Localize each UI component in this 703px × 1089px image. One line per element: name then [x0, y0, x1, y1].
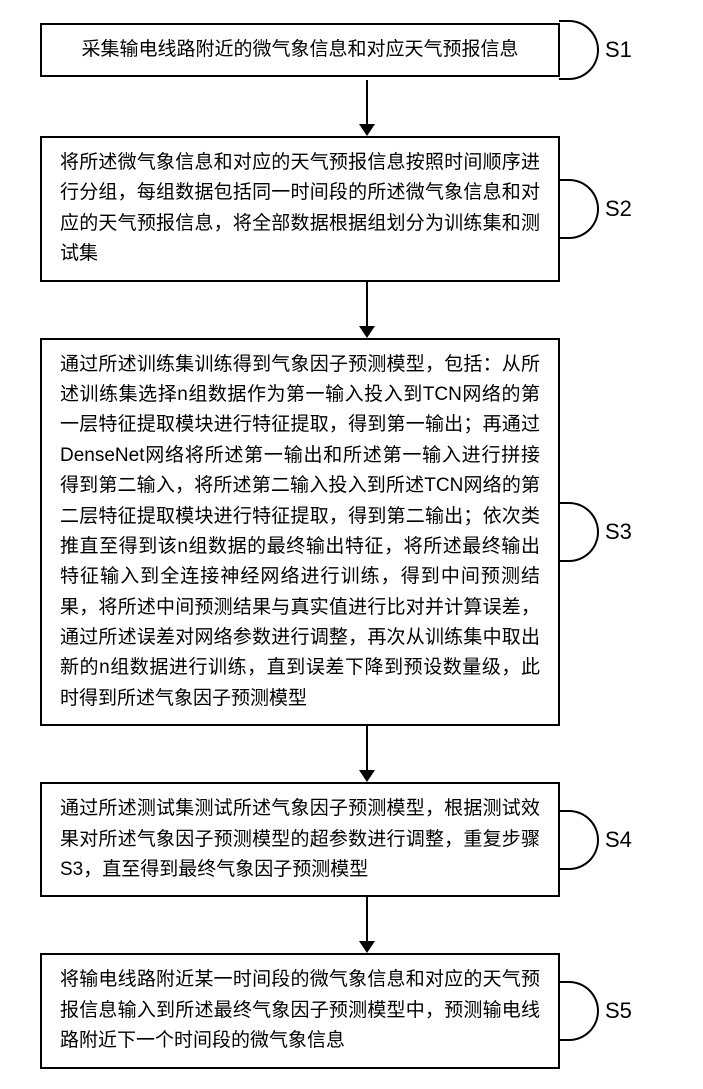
- arrow-head-icon: [359, 326, 375, 338]
- step-box-s5: 将输电线路附近某一时间段的微气象信息和对应的天气预报信息输入到所述最终气象因子预…: [40, 953, 560, 1068]
- arrow-line: [366, 897, 368, 942]
- arrow-down-icon: [107, 282, 627, 338]
- step-box-s2: 将所述微气象信息和对应的天气预报信息按照时间顺序进行分组，每组数据包括同一时间段…: [40, 136, 560, 282]
- step-row-s3: 通过所述训练集训练得到气象因子预测模型，包括：从所述训练集选择n组数据作为第一输…: [10, 338, 693, 727]
- step-label-group-s4: S4: [560, 810, 650, 870]
- arrow-line: [366, 726, 368, 771]
- step-label-group-s3: S3: [560, 502, 650, 562]
- brace-icon: [559, 20, 599, 80]
- step-row-s5: 将输电线路附近某一时间段的微气象信息和对应的天气预报信息输入到所述最终气象因子预…: [10, 953, 693, 1068]
- step-label-group-s1: S1: [560, 20, 650, 80]
- brace-icon: [559, 179, 599, 239]
- arrow-head-icon: [359, 124, 375, 136]
- step-label-group-s5: S5: [560, 981, 650, 1041]
- arrow-line: [366, 80, 368, 125]
- arrow-down-icon: [107, 726, 627, 782]
- step-row-s1: 采集输电线路附近的微气象信息和对应天气预报信息 S1: [10, 20, 693, 80]
- brace-icon: [559, 502, 599, 562]
- arrow-line: [366, 282, 368, 327]
- step-label-group-s2: S2: [560, 179, 650, 239]
- step-box-s4: 通过所述测试集测试所述气象因子预测模型，根据测试效果对所述气象因子预测模型的超参…: [40, 782, 560, 897]
- step-box-s3: 通过所述训练集训练得到气象因子预测模型，包括：从所述训练集选择n组数据作为第一输…: [40, 338, 560, 727]
- arrow-head-icon: [359, 941, 375, 953]
- step-box-s1: 采集输电线路附近的微气象信息和对应天气预报信息: [40, 23, 560, 77]
- step-row-s2: 将所述微气象信息和对应的天气预报信息按照时间顺序进行分组，每组数据包括同一时间段…: [10, 136, 693, 282]
- arrow-down-icon: [107, 80, 627, 136]
- step-row-s4: 通过所述测试集测试所述气象因子预测模型，根据测试效果对所述气象因子预测模型的超参…: [10, 782, 693, 897]
- brace-icon: [559, 981, 599, 1041]
- step-label-s1: S1: [605, 37, 632, 63]
- arrow-head-icon: [359, 770, 375, 782]
- flowchart-container: 采集输电线路附近的微气象信息和对应天气预报信息 S1 将所述微气象信息和对应的天气预…: [10, 20, 693, 1069]
- step-label-s3: S3: [605, 519, 632, 545]
- arrow-down-icon: [107, 897, 627, 953]
- step-label-s4: S4: [605, 827, 632, 853]
- step-label-s2: S2: [605, 196, 632, 222]
- brace-icon: [559, 810, 599, 870]
- step-label-s5: S5: [605, 998, 632, 1024]
